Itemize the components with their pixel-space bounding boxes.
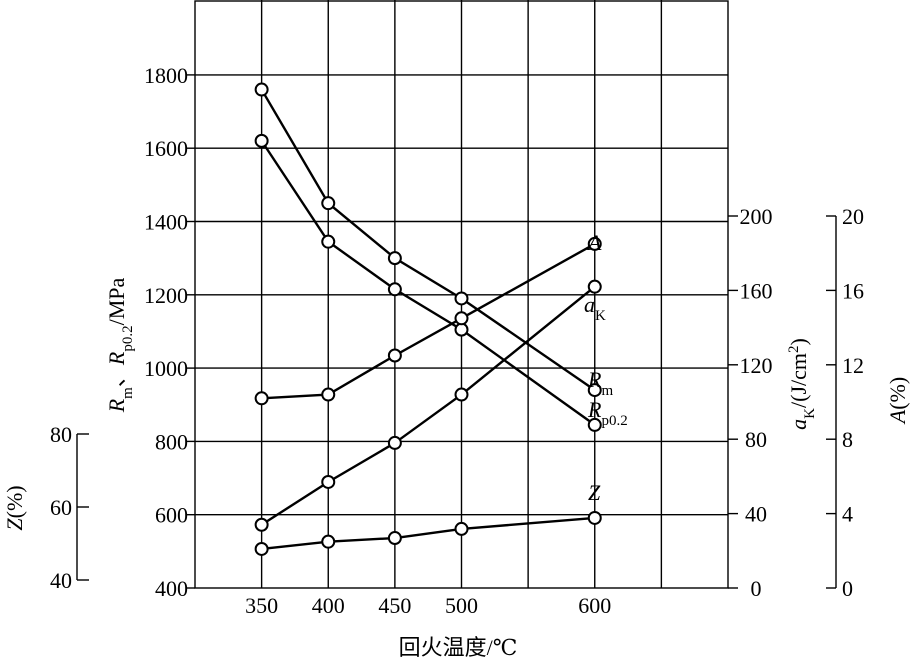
- data-point: [254, 541, 269, 556]
- ak-tick-label: 200: [740, 204, 773, 229]
- series-line: [261, 242, 596, 400]
- x-tick-label: 600: [578, 593, 611, 618]
- data-point: [587, 383, 602, 398]
- data-point: [321, 234, 336, 249]
- ak-axis-title: aK/(J/cm2): [786, 338, 818, 430]
- z-tick-label: 60: [50, 495, 72, 520]
- strength-tick-label: 600: [155, 503, 188, 528]
- data-point: [387, 435, 402, 450]
- series-label: A: [586, 230, 602, 255]
- x-axis-title: 回火温度/℃: [399, 635, 518, 660]
- strength-tick-label: 1600: [144, 136, 188, 161]
- x-tick-label: 350: [245, 593, 278, 618]
- a-axis-title: A(%): [885, 377, 910, 425]
- x-tick-label: 400: [312, 593, 345, 618]
- series-line: [260, 140, 596, 426]
- a-tick-label: 12: [842, 353, 864, 378]
- x-tick-label: 500: [445, 593, 478, 618]
- data-point: [254, 391, 269, 406]
- a-tick-label: 20: [842, 204, 864, 229]
- data-point: [321, 387, 336, 402]
- strength-tick-label: 800: [155, 429, 188, 454]
- data-point: [454, 291, 469, 306]
- data-point: [387, 251, 402, 266]
- strength-tick-label: 1200: [144, 283, 188, 308]
- data-point: [454, 521, 469, 536]
- data-point: [387, 348, 402, 363]
- series-label: Rm: [587, 367, 613, 399]
- data-point: [587, 236, 602, 251]
- z-tick-label: 40: [50, 568, 72, 593]
- plot-grid: [194, 0, 729, 589]
- a-tick-label: 16: [842, 278, 864, 303]
- axes: [76, 74, 837, 589]
- data-point: [587, 510, 602, 525]
- data-point: [321, 534, 336, 549]
- ak-tick-label: 120: [740, 353, 773, 378]
- z-tick-label: 80: [50, 422, 72, 447]
- ak-tick-label: 80: [745, 427, 767, 452]
- ak-tick-label: 160: [740, 278, 773, 303]
- series-line: [261, 516, 595, 551]
- series-line: [260, 285, 596, 526]
- axis-labels: 回火温度/℃ Rm、Rp0.2/MPa Z(%) aK/(J/cm2) A(%): [2, 278, 910, 660]
- strength-tick-label: 1000: [144, 356, 188, 381]
- strength-axis-title: Rm、Rp0.2/MPa: [104, 278, 136, 414]
- z-axis-title: Z(%): [2, 485, 27, 530]
- series-line: [260, 88, 596, 392]
- ak-tick-label: 40: [745, 502, 767, 527]
- data-point: [321, 196, 336, 211]
- data-point: [254, 82, 269, 97]
- data-point: [254, 133, 269, 148]
- series-label: Z: [588, 480, 601, 505]
- x-tick-label: 450: [378, 593, 411, 618]
- tick-labels: 4006008001000120014001600180040608004080…: [50, 63, 864, 618]
- data-point: [454, 322, 469, 337]
- a-tick-label: 4: [842, 502, 853, 527]
- series-label: Rp0.2: [587, 397, 628, 429]
- data-point: [321, 474, 336, 489]
- a-tick-label: 8: [842, 427, 853, 452]
- data-point: [454, 311, 469, 326]
- ak-tick-label: 0: [751, 576, 762, 601]
- data-point: [587, 417, 602, 432]
- data-point: [454, 387, 469, 402]
- strength-tick-label: 1400: [144, 210, 188, 235]
- data-point: [587, 279, 602, 294]
- strength-tick-label: 1800: [144, 63, 188, 88]
- data-point: [387, 531, 402, 546]
- data-point: [387, 282, 402, 297]
- data-point: [254, 517, 269, 532]
- series-label: aK: [584, 292, 606, 324]
- strength-tick-label: 400: [155, 576, 188, 601]
- a-tick-label: 0: [842, 576, 853, 601]
